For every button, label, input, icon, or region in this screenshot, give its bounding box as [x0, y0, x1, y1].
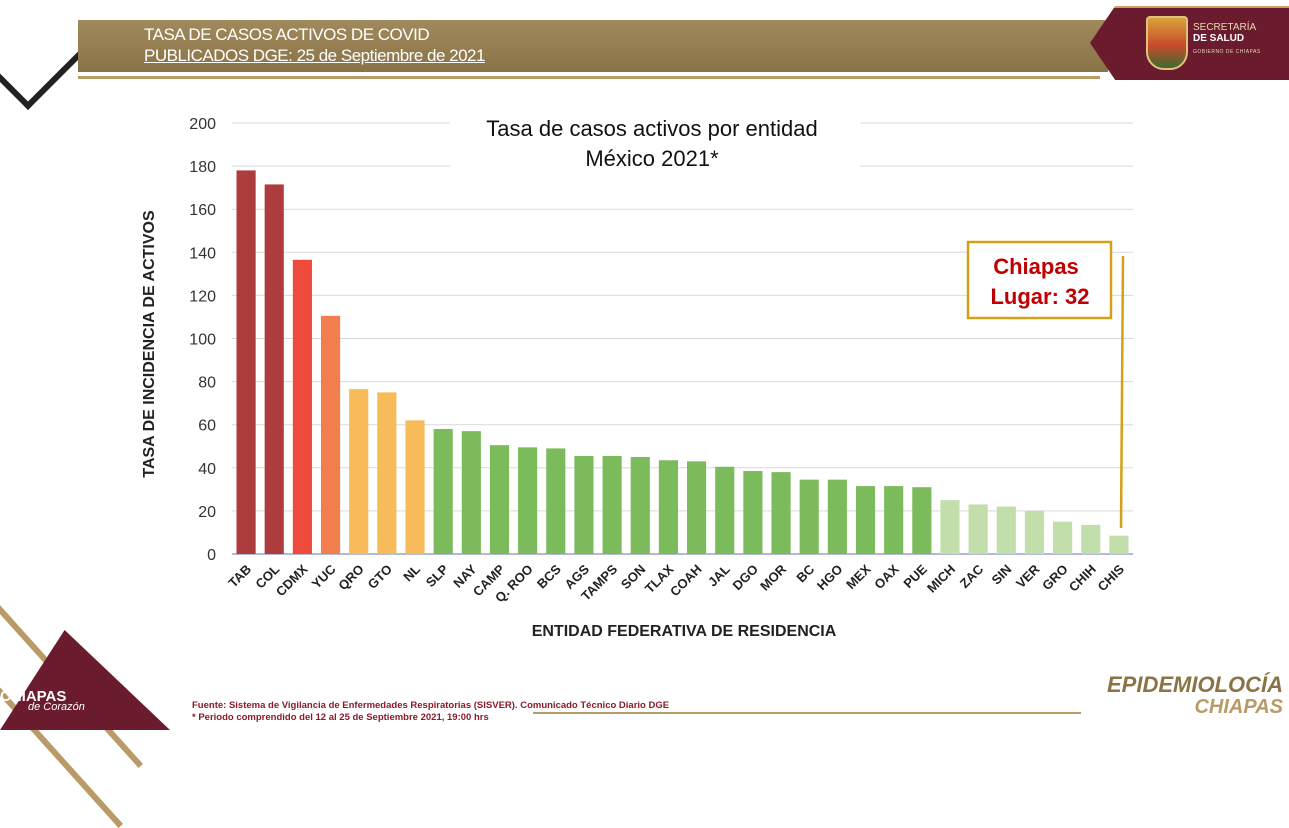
annotation-pointer-line	[1119, 255, 1125, 529]
x-tick-label: CHIS	[1094, 561, 1127, 594]
x-tick-label: MEX	[843, 561, 874, 592]
bar	[743, 471, 763, 554]
bar	[518, 447, 538, 554]
bar	[1053, 521, 1073, 554]
header-title-block: TASA DE CASOS ACTIVOS DE COVID PUBLICADO…	[144, 24, 485, 66]
y-tick-label: 40	[198, 461, 216, 478]
bar	[1024, 510, 1045, 554]
bar	[574, 455, 594, 554]
bar	[405, 420, 425, 554]
x-tick-label: SLP	[423, 561, 452, 590]
bar	[658, 460, 678, 554]
bar	[912, 487, 932, 554]
bar	[771, 472, 791, 554]
footer-period-line: * Periodo comprendido del 12 al 25 de Se…	[192, 712, 489, 723]
logo-line-2: DE SALUD	[1193, 33, 1245, 44]
bar	[940, 500, 960, 554]
x-tick-label: HGO	[814, 562, 846, 594]
bar	[489, 445, 510, 554]
secretaria-logo-panel	[1090, 6, 1289, 80]
chart-subtitle: México 2021*	[585, 146, 719, 171]
bar	[602, 455, 622, 554]
logo-line-3: GOBIERNO DE CHIAPAS	[1193, 49, 1261, 55]
y-tick-label: 180	[189, 159, 216, 176]
x-tick-label: BCS	[534, 561, 564, 591]
footer-rule	[533, 712, 1081, 714]
bar	[292, 259, 312, 554]
x-tick-label: QRO	[335, 562, 367, 594]
footer-source: Fuente: Sistema de Vigilancia de Enferme…	[192, 700, 669, 724]
chiapas-brand-logo: CHIAPAS de Corazón	[0, 688, 85, 713]
page-subtitle: PUBLICADOS DGE: 25 de Septiembre de 2021	[144, 46, 485, 65]
x-tick-label: SIN	[988, 562, 1014, 588]
chart-bars	[236, 170, 1129, 555]
epi-logo-line-1: EPIDEMIOLOCÍA	[1106, 672, 1283, 697]
x-tick-label: VER	[1013, 561, 1043, 591]
y-tick-label: 80	[198, 375, 216, 392]
x-axis-label: ENTIDAD FEDERATIVA DE RESIDENCIA	[532, 623, 837, 640]
chiapas-brand-subtext: de Corazón	[28, 701, 85, 713]
coat-of-arms-icon	[1146, 16, 1188, 70]
x-tick-label: GTO	[365, 562, 395, 592]
x-tick-label: ZAC	[957, 561, 987, 591]
logo-line-1: SECRETARÍA	[1193, 22, 1257, 33]
x-tick-label: NL	[400, 561, 423, 584]
bar-chart: 0 20 40 60 80 100 120 140 160 180 200 Tasa de caso…	[141, 108, 1133, 640]
annotation-line-1: Chiapas	[993, 254, 1079, 279]
chart-title: Tasa de casos activos por entidad	[486, 116, 817, 141]
x-tick-label: GRO	[1039, 562, 1071, 594]
chiapas-annotation-box	[966, 240, 1113, 320]
x-tick-label: COAH	[667, 562, 705, 600]
chiapas-brand-text: CHIAPAS	[0, 688, 67, 705]
y-tick-label: 0	[207, 547, 216, 564]
y-tick-label: 160	[189, 202, 216, 219]
bar	[968, 504, 988, 554]
bar	[349, 389, 369, 554]
epidemiologia-logo: EPIDEMIOLOCÍA CHIAPAS	[1106, 672, 1283, 719]
x-tick-label: MOR	[757, 561, 789, 593]
y-tick-label: 20	[198, 504, 216, 521]
x-tick-label: TAB	[225, 562, 254, 591]
bar	[715, 466, 735, 554]
bar	[546, 448, 566, 554]
bar	[377, 392, 397, 554]
header-band	[78, 20, 1108, 72]
annotation-line-2: Lugar: 32	[990, 284, 1089, 309]
x-tick-label: CDMX	[273, 561, 311, 599]
bar	[461, 431, 481, 554]
y-tick-label: 60	[198, 418, 216, 435]
x-tick-label: CHIH	[1066, 562, 1099, 595]
x-tick-label: MICH	[924, 562, 958, 596]
footer-source-line: Fuente: Sistema de Vigilancia de Enferme…	[192, 700, 670, 711]
y-tick-labels: 0 20 40 60 80 100 120 140 160 180 200	[189, 116, 216, 564]
bar	[630, 457, 650, 554]
x-tick-label: JAL	[705, 561, 733, 589]
epi-logo-line-2: CHIAPAS	[1194, 696, 1283, 718]
bar	[884, 486, 904, 554]
secretaria-logo-text: SECRETARÍA DE SALUD GOBIERNO DE CHIAPAS	[1193, 22, 1261, 58]
chart-title-background	[450, 108, 860, 172]
page-title: TASA DE CASOS ACTIVOS DE COVID	[144, 25, 430, 44]
y-tick-label: 200	[189, 116, 216, 133]
y-tick-label: 120	[189, 288, 216, 305]
x-tick-label: DGO	[729, 562, 761, 594]
bar	[855, 486, 876, 554]
bar	[320, 315, 341, 554]
header-underline	[78, 76, 1100, 79]
y-tick-label: 100	[189, 332, 216, 349]
bar	[996, 506, 1016, 554]
x-tick-label: OAX	[871, 561, 902, 592]
y-tick-label: 140	[189, 245, 216, 262]
bar	[236, 170, 256, 554]
x-tick-label: YUC	[309, 561, 339, 591]
bar	[264, 184, 284, 555]
bar	[1081, 524, 1101, 554]
bar	[1109, 535, 1129, 554]
bar	[433, 429, 453, 554]
bar	[827, 479, 847, 554]
bar	[799, 479, 819, 554]
bar	[687, 461, 707, 554]
y-axis-label: TASA DE INCIDENCIA DE ACTIVOS	[141, 210, 158, 478]
